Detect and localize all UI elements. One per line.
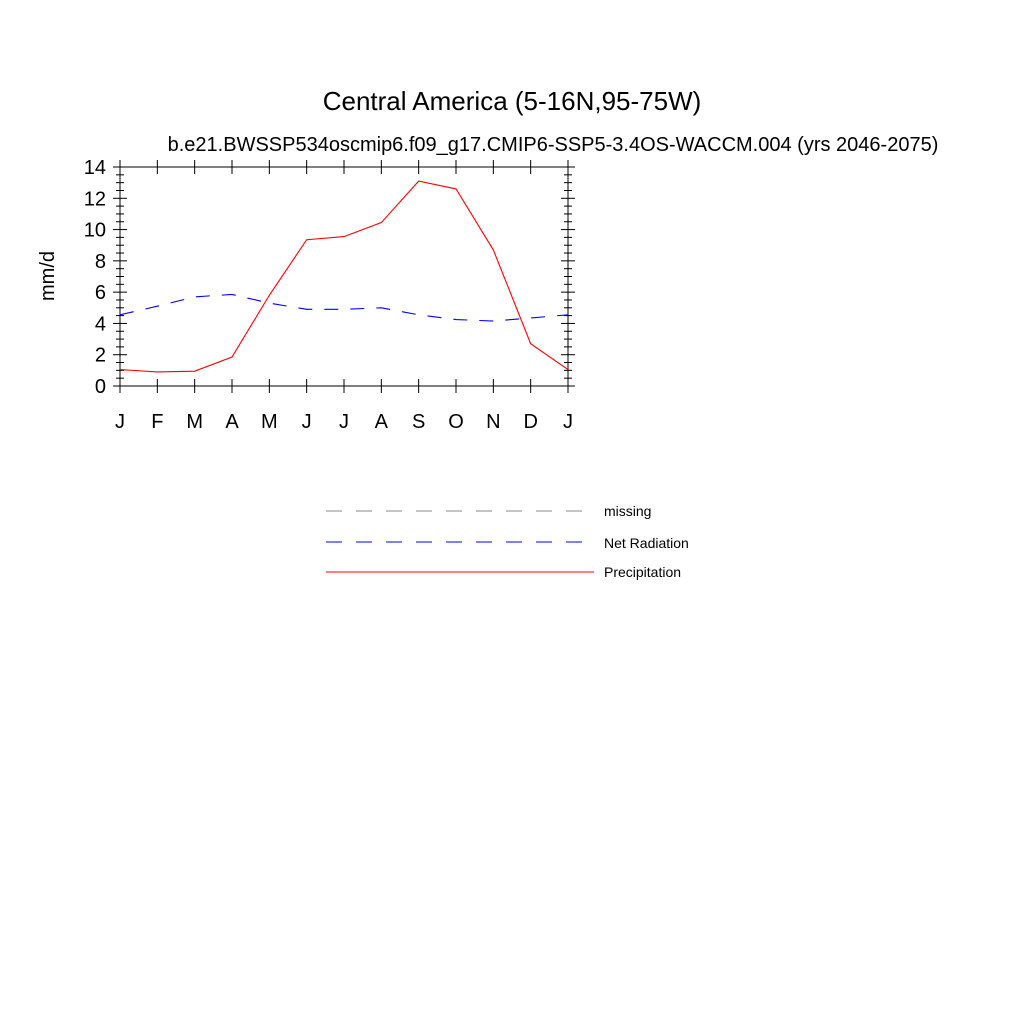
legend: missing Net Radiation Precipitation <box>326 503 689 580</box>
x-tick-label: D <box>523 411 537 433</box>
x-tick-label: J <box>563 411 573 433</box>
x-tick-label: S <box>412 411 425 433</box>
x-tick-label: N <box>486 411 500 433</box>
x-tick-label: F <box>151 411 163 433</box>
series-line-net-radiation <box>119 293 569 322</box>
x-tick-label: J <box>302 411 312 433</box>
x-tick-label: M <box>186 411 203 433</box>
series-line-precipitation <box>119 180 569 373</box>
y-axis-label: mm/d <box>37 251 59 301</box>
x-tick-label: A <box>225 411 239 433</box>
y-tick-label: 4 <box>95 313 106 335</box>
x-tick-label: M <box>261 411 278 433</box>
x-tick-label: J <box>339 411 349 433</box>
chart-title: Central America (5-16N,95-75W) <box>323 86 702 116</box>
chart-subtitle: b.e21.BWSSP534oscmip6.f09_g17.CMIP6-SSP5… <box>168 134 939 156</box>
y-tick-label: 12 <box>84 188 106 210</box>
y-tick-label: 14 <box>84 157 106 179</box>
y-tick-label: 10 <box>84 220 106 242</box>
legend-entry-net-radiation: Net Radiation <box>326 535 689 551</box>
x-tick-label: O <box>448 411 464 433</box>
legend-label-missing: missing <box>604 503 651 519</box>
legend-entry-missing: missing <box>326 503 651 519</box>
legend-label-net-radiation: Net Radiation <box>604 535 689 551</box>
legend-entry-precipitation: Precipitation <box>326 564 681 580</box>
x-tick-label: J <box>115 411 125 433</box>
y-tick-label: 6 <box>95 282 106 304</box>
x-tick-label: A <box>375 411 389 433</box>
y-tick-label: 0 <box>95 376 106 398</box>
legend-label-precipitation: Precipitation <box>604 564 681 580</box>
y-tick-label: 2 <box>95 345 106 367</box>
y-tick-label: 8 <box>95 251 106 273</box>
plot-frame <box>119 166 569 387</box>
